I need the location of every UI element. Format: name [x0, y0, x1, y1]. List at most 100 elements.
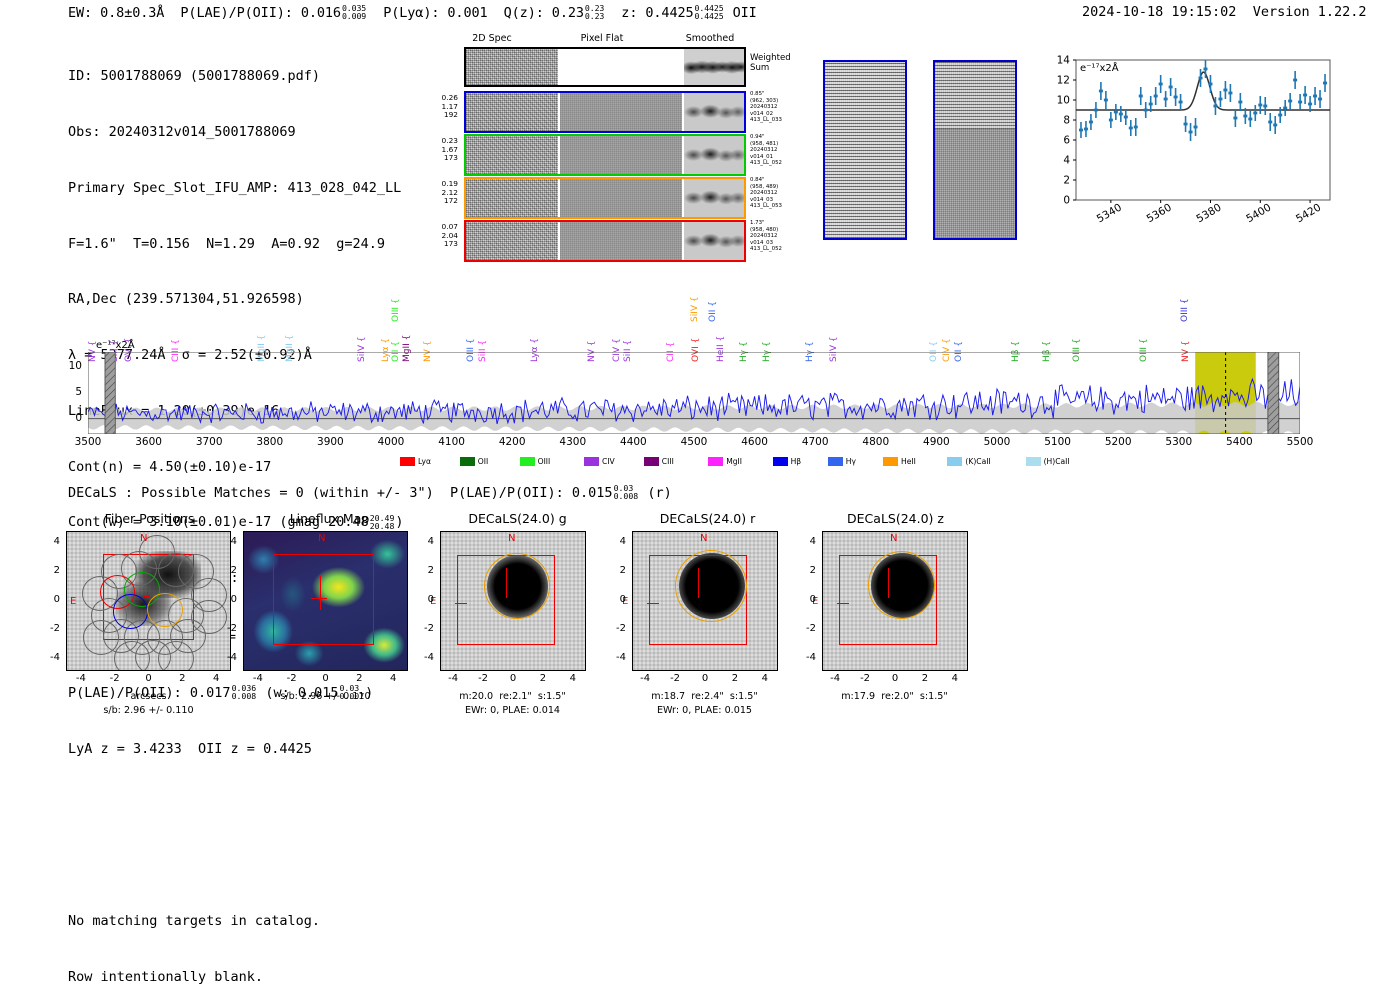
svg-text:8: 8 — [1063, 115, 1070, 127]
x-tick-label: 3900 — [317, 436, 344, 448]
decals-header: DECaLS : Possible Matches = 0 (within +/… — [68, 483, 672, 502]
info-seeing: F=1.6" T=0.156 N=1.29 A=0.92 g=24.9 — [68, 235, 385, 252]
with-sky-pixels — [825, 62, 905, 238]
fiber-positions-y-ticks: 4 2 0 -2 -4 — [38, 531, 64, 671]
strip-meta-3: 0.84" (958, 489) 20240312 v014_03 413_LL… — [750, 177, 782, 210]
strip-nums-4: 0.07 2.04 173 — [441, 222, 458, 249]
weighted-sum-2dspec-image — [466, 49, 558, 85]
x-tick-label: 4200 — [498, 436, 526, 448]
cutout-y-tick: 2 — [427, 564, 434, 576]
svg-text:10: 10 — [1057, 95, 1070, 107]
decals-r-crosshair-h — [647, 603, 660, 605]
decals-g-caption: m:20.0 re:2.1" s:1.5" — [459, 691, 566, 702]
full-spectrum-x-ticks: 3500 3600 3700 3800 3900 4000 4100 4200 4300 4400… — [0, 436, 1400, 452]
strip1-2dspec-image — [466, 93, 558, 131]
exposure-strip-1 — [464, 91, 746, 133]
legend-item-oiii: OIII — [519, 457, 551, 466]
x-tick-label: 5500 — [1286, 436, 1314, 448]
strip-nums-1: 0.26 1.17 192 — [441, 93, 458, 120]
compass-east-4: E — [622, 596, 629, 607]
legend-swatch — [883, 457, 898, 466]
cutout-y-tick: -2 — [806, 622, 816, 634]
x-tick-label: 3700 — [195, 436, 223, 448]
cutout-x-tick: 2 — [921, 673, 929, 684]
decals-r-caption2: EWr: 0, PLAE: 0.015 — [656, 705, 753, 716]
header-plae-label: P(LAE)/P(OII): 0.016 — [180, 4, 341, 21]
x-tick-label: 3600 — [135, 436, 162, 448]
legend-label: MgII — [726, 457, 743, 466]
info-cont-n: Cont(n) = 4.50(±0.10)e-17 — [68, 458, 272, 475]
cutout-x-tick: 4 — [951, 673, 959, 684]
footer-note: No matching targets in catalog. Row inte… — [68, 875, 320, 1005]
cutout-x-tick: -4 — [448, 673, 459, 684]
x-tick-label: 5300 — [1165, 436, 1193, 448]
strip2-smoothed-image — [684, 136, 744, 174]
legend-swatch — [1025, 457, 1041, 466]
cutout-x-tick: -4 — [252, 673, 263, 684]
emission-line-fit-chart: 0 2 4 6 8 10 12 14 5340 5360 5380 5400 5420 e⁻¹⁷x2Å — [1057, 55, 1331, 226]
legend-swatch — [772, 457, 788, 466]
cutout-x-tick: 2 — [356, 673, 363, 684]
decals-g-crosshair-h — [455, 603, 468, 605]
cutout-x-tick: 4 — [389, 673, 397, 684]
compass-east-1: E — [70, 596, 77, 607]
panel-title-fiber-positions: Fiber Positions — [104, 511, 195, 526]
x-tick-label: 5200 — [1104, 436, 1132, 448]
cutout-x-tick: 2 — [179, 673, 186, 684]
decals-r-y-ticks: 4 2 0 -2 -4 — [604, 531, 630, 671]
panel-title-lineflux-map: Lineflux Map — [289, 511, 370, 526]
cutout-x-tick: -4 — [640, 673, 651, 684]
decals-z-crosshair-v — [887, 567, 890, 598]
legend-item-hcaii: (H)CaII — [1025, 457, 1070, 466]
lineflux-crosshair-h — [310, 598, 327, 600]
x-tick-label: 5000 — [983, 436, 1011, 448]
decals-g-image — [440, 531, 586, 671]
cutout-y-tick: 0 — [809, 593, 816, 605]
cutout-x-tick: -2 — [109, 673, 120, 684]
legend-swatch — [708, 457, 724, 466]
legend-item-heii: HeII — [883, 457, 916, 466]
decals-g-crosshair-v — [505, 567, 508, 598]
fiber-circle — [83, 620, 120, 655]
lineflux-map-y-ticks: 4 2 0 -2 -4 — [215, 531, 241, 671]
svg-text:5400: 5400 — [1244, 202, 1273, 226]
decals-plae-errors: 0.03 0.008 — [613, 483, 639, 502]
legend-item-ciii: CIII — [643, 457, 674, 466]
legend-label: OII — [477, 457, 489, 466]
lineflux-map-roi-box — [273, 554, 375, 646]
fiber-positions-xlabel: arcsecs — [130, 691, 167, 702]
decals-z-x-ticks: -4 -2 0 2 4 — [822, 673, 968, 687]
x-tick-label: 4700 — [801, 436, 829, 448]
strip-nums-3: 0.19 2.12 172 — [441, 179, 458, 206]
legend-item-ly: Lyα — [400, 457, 431, 466]
x-tick-label: 4600 — [741, 436, 768, 448]
info-lambda-sigma: λ = 5377.24Å σ = 2.52(±0.92)Å — [68, 347, 312, 364]
compass-north-4: N — [700, 533, 708, 544]
svg-text:5380: 5380 — [1194, 202, 1223, 226]
exposure-strip-3 — [464, 177, 746, 219]
fiber-circle — [190, 599, 227, 635]
legend-label: (K)CaII — [965, 457, 991, 466]
compass-north-2: N — [318, 533, 326, 544]
clean-image — [933, 60, 1017, 240]
info-primary-spec: Primary Spec_Slot_IFU_AMP: 413_028_042_L… — [68, 179, 402, 196]
x-tick-label: 4400 — [620, 436, 647, 448]
svg-text:5360: 5360 — [1145, 202, 1174, 226]
cutout-x-tick: -2 — [286, 673, 297, 684]
cutout-y-tick: -4 — [50, 651, 60, 663]
cutout-y-tick: -2 — [50, 622, 60, 634]
weighted-sum-pixelflat-image — [560, 49, 682, 85]
fiber-center-crosshair-h — [142, 595, 150, 597]
compass-east-3: E — [430, 596, 437, 607]
legend-item-kcaii: (K)CaII — [947, 457, 991, 466]
lineflux-crosshair-v — [319, 576, 321, 611]
legend-item-oii: OII — [459, 457, 489, 466]
legend-swatch — [584, 457, 599, 466]
legend-label: OIII — [537, 457, 551, 466]
legend-label: Hγ — [845, 457, 857, 466]
version-label: Version 1.22.2 — [1252, 4, 1367, 20]
cutout-y-tick: 2 — [619, 564, 626, 576]
fiber-circle-exposure-1 — [112, 594, 149, 629]
cutout-y-tick: 2 — [53, 564, 60, 576]
weighted-sum-label: Weighted Sum — [750, 53, 791, 73]
